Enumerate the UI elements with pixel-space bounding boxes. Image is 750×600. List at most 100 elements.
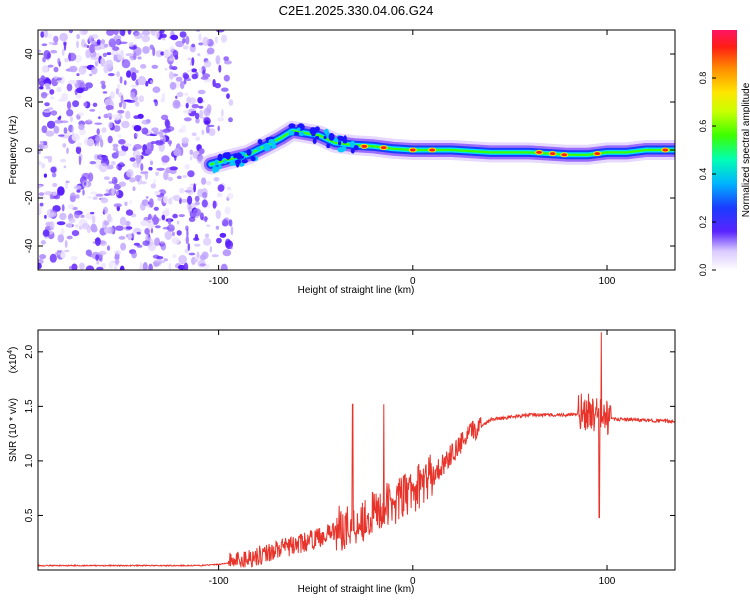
noise-blob xyxy=(76,189,81,193)
noise-blob xyxy=(113,125,121,132)
noise-blob xyxy=(172,254,177,259)
noise-blob xyxy=(106,52,112,56)
noise-blob xyxy=(102,91,108,94)
noise-blob xyxy=(119,76,123,84)
ridge-patch xyxy=(288,130,295,136)
noise-blob xyxy=(88,172,94,182)
noise-blob xyxy=(51,172,57,178)
noise-blob xyxy=(178,214,185,218)
noise-blob xyxy=(227,186,232,191)
noise-blob xyxy=(179,31,187,38)
noise-blob xyxy=(93,46,102,51)
noise-blob xyxy=(43,156,53,159)
noise-blob xyxy=(68,30,73,34)
ridge-patch xyxy=(337,146,345,153)
noise-blob xyxy=(79,262,85,270)
noise-blob xyxy=(168,57,175,62)
noise-blob xyxy=(100,197,109,204)
noise-blob xyxy=(195,136,201,141)
noise-blob xyxy=(225,238,231,248)
noise-blob xyxy=(228,219,233,227)
noise-blob xyxy=(111,186,115,196)
noise-blob xyxy=(42,56,46,63)
noise-blob xyxy=(38,262,42,270)
noise-blob xyxy=(126,169,134,178)
noise-blob xyxy=(228,117,233,123)
noise-blob xyxy=(135,133,139,138)
noise-blob xyxy=(184,248,189,254)
noise-blob xyxy=(38,208,42,215)
noise-blob xyxy=(113,265,118,270)
noise-blob xyxy=(153,214,157,219)
noise-blob xyxy=(117,150,127,157)
noise-blob xyxy=(221,34,227,43)
noise-blob xyxy=(96,128,100,136)
noise-blob xyxy=(63,41,67,51)
noise-blob xyxy=(92,226,98,233)
noise-blob xyxy=(66,235,73,240)
noise-blob xyxy=(114,253,120,262)
noise-blob xyxy=(43,50,51,60)
noise-blob xyxy=(94,122,103,125)
ridge-patch xyxy=(234,159,242,165)
noise-blob xyxy=(161,92,166,103)
noise-blob xyxy=(129,177,136,183)
noise-blob xyxy=(199,68,203,73)
noise-blob xyxy=(156,256,164,260)
noise-blob xyxy=(66,101,72,110)
noise-blob xyxy=(226,93,230,99)
noise-blob xyxy=(136,244,143,248)
spectrogram-x-tick-label: 0 xyxy=(410,276,416,287)
noise-blob xyxy=(182,110,192,114)
noise-blob xyxy=(119,30,126,36)
noise-blob xyxy=(121,59,131,69)
noise-blob xyxy=(215,55,221,65)
noise-blob xyxy=(121,145,124,149)
noise-blob xyxy=(113,203,123,208)
noise-blob xyxy=(227,193,234,200)
noise-blob xyxy=(125,53,134,57)
noise-blob xyxy=(172,99,181,109)
noise-blob xyxy=(155,259,161,263)
noise-blob xyxy=(142,240,150,246)
noise-blob xyxy=(169,166,178,171)
noise-blob xyxy=(168,262,172,270)
noise-blob xyxy=(78,123,85,131)
noise-blob xyxy=(108,260,114,270)
noise-blob xyxy=(163,170,169,181)
colorbar-gradient xyxy=(712,30,737,270)
noise-blob xyxy=(216,192,223,198)
ridge-patch xyxy=(315,136,320,139)
noise-blob xyxy=(44,102,50,107)
noise-blob xyxy=(42,229,50,237)
noise-blob xyxy=(215,209,221,220)
noise-blob xyxy=(85,82,93,89)
noise-blob xyxy=(38,258,44,265)
noise-blob xyxy=(188,204,192,214)
noise-blob xyxy=(148,263,153,270)
noise-blob xyxy=(100,262,107,269)
noise-blob xyxy=(76,40,79,49)
noise-blob xyxy=(38,49,42,53)
noise-blob xyxy=(46,208,54,219)
noise-blob xyxy=(41,43,48,47)
noise-blob xyxy=(215,30,225,33)
noise-blob xyxy=(191,256,196,265)
noise-blob xyxy=(149,198,154,208)
noise-blob xyxy=(67,52,77,62)
noise-blob xyxy=(150,183,156,189)
noise-blob xyxy=(38,184,42,189)
noise-blob xyxy=(179,80,185,90)
noise-blob xyxy=(203,107,211,117)
noise-blob xyxy=(92,215,96,225)
noise-blob xyxy=(99,138,104,148)
noise-blob xyxy=(125,220,131,227)
noise-blob xyxy=(194,112,200,120)
noise-blob xyxy=(197,89,206,95)
noise-blob xyxy=(43,173,48,178)
noise-blob xyxy=(155,140,164,146)
noise-blob xyxy=(179,187,185,194)
noise-blob xyxy=(103,113,109,119)
noise-blob xyxy=(130,84,138,88)
colorbar-tick-label: 0.2 xyxy=(698,216,708,229)
